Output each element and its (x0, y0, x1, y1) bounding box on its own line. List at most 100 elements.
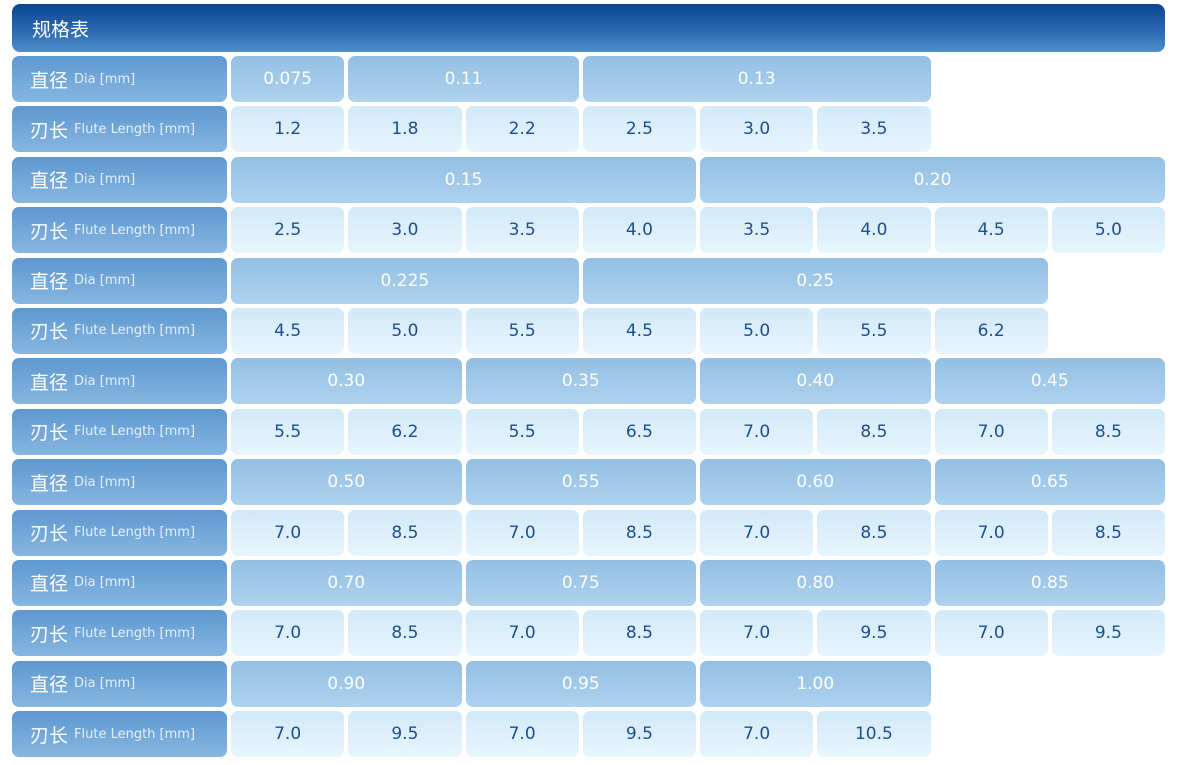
diameter-cell: 0.55 (465, 459, 696, 506)
flute-length-cell: 6.2 (934, 307, 1048, 354)
flute-length-cell: 7.0 (465, 711, 579, 758)
label-cn: 刃长 (30, 422, 69, 445)
label-en: Flute Length [mm] (74, 121, 196, 137)
flute-length-row-label: 刃长 Flute Length [mm] (12, 207, 227, 254)
diameter-cell: 0.13 (582, 56, 931, 102)
label-cn: 直径 (30, 170, 69, 193)
flute-length-cell: 7.0 (934, 509, 1048, 556)
flute-length-cell: 9.5 (582, 711, 696, 758)
diameter-row-label: 直径 Dia [mm] (12, 459, 227, 506)
flute-length-cell: 7.0 (231, 509, 345, 556)
flute-length-cell: 3.5 (465, 207, 579, 254)
flute-length-cell: 7.0 (231, 711, 345, 758)
diameter-row-label: 直径 Dia [mm] (12, 358, 227, 405)
flute-length-cell: 8.5 (582, 509, 696, 556)
label-cn: 刃长 (30, 523, 69, 546)
flute-length-cell: 2.5 (231, 207, 345, 254)
label-cn: 直径 (30, 674, 69, 697)
diameter-cell: 0.11 (348, 56, 579, 102)
diameter-cell: 0.075 (231, 56, 345, 102)
flute-length-cell: 1.8 (348, 106, 462, 153)
table-title-bar: 规格表 (12, 4, 1165, 52)
flute-length-cell: 7.0 (465, 509, 579, 556)
diameter-row-label: 直径 Dia [mm] (12, 257, 227, 304)
label-cn: 直径 (30, 271, 69, 294)
flute-length-cell: 9.5 (348, 711, 462, 758)
flute-length-cell: 2.5 (582, 106, 696, 153)
flute-length-cell: 8.5 (817, 509, 931, 556)
diameter-cell: 0.30 (231, 358, 462, 405)
label-cn: 刃长 (30, 119, 69, 142)
flute-length-cell: 8.5 (582, 610, 696, 657)
diameter-cell: 0.80 (700, 559, 931, 606)
flute-length-row-label: 刃长 Flute Length [mm] (12, 610, 227, 657)
flute-length-cell: 2.2 (465, 106, 579, 153)
flute-length-cell: 7.0 (231, 610, 345, 657)
flute-length-cell: 10.5 (817, 711, 931, 758)
flute-length-cell: 7.0 (934, 408, 1048, 455)
label-en: Dia [mm] (74, 71, 136, 87)
diameter-cell: 0.60 (700, 459, 931, 506)
flute-length-cell: 8.5 (817, 408, 931, 455)
diameter-cell: 0.90 (231, 660, 462, 707)
table-title: 规格表 (32, 18, 90, 41)
flute-length-row-label: 刃长 Flute Length [mm] (12, 408, 227, 455)
diameter-cell: 0.50 (231, 459, 462, 506)
label-en: Flute Length [mm] (74, 323, 196, 339)
diameter-cell: 0.25 (582, 257, 1048, 304)
label-en: Flute Length [mm] (74, 726, 196, 742)
diameter-cell: 0.75 (465, 559, 696, 606)
diameter-row-label: 直径 Dia [mm] (12, 156, 227, 203)
flute-length-cell: 7.0 (700, 509, 814, 556)
label-cn: 直径 (30, 472, 69, 495)
flute-length-cell: 6.5 (582, 408, 696, 455)
flute-length-cell: 9.5 (1051, 610, 1165, 657)
label-en: Flute Length [mm] (74, 525, 196, 541)
flute-length-cell: 3.0 (348, 207, 462, 254)
flute-length-cell: 7.0 (700, 408, 814, 455)
flute-length-cell: 5.5 (817, 307, 931, 354)
label-en: Dia [mm] (74, 172, 136, 188)
label-en: Dia [mm] (74, 373, 136, 389)
flute-length-cell: 5.5 (465, 408, 579, 455)
flute-length-cell: 7.0 (700, 610, 814, 657)
diameter-cell: 0.45 (934, 358, 1165, 405)
flute-length-cell: 7.0 (934, 610, 1048, 657)
flute-length-cell: 1.2 (231, 106, 345, 153)
diameter-cell: 0.70 (231, 559, 462, 606)
diameter-cell: 0.35 (465, 358, 696, 405)
flute-length-cell: 5.0 (700, 307, 814, 354)
diameter-cell: 0.15 (231, 156, 696, 203)
label-cn: 刃长 (30, 321, 69, 344)
flute-length-cell: 3.5 (700, 207, 814, 254)
flute-length-cell: 7.0 (465, 610, 579, 657)
diameter-cell: 0.225 (231, 257, 579, 304)
flute-length-cell: 8.5 (348, 509, 462, 556)
diameter-cell: 1.00 (700, 660, 931, 707)
flute-length-cell: 9.5 (817, 610, 931, 657)
flute-length-cell: 8.5 (348, 610, 462, 657)
label-en: Dia [mm] (74, 273, 136, 289)
flute-length-cell: 5.0 (1051, 207, 1165, 254)
flute-length-cell: 4.5 (934, 207, 1048, 254)
flute-length-row-label: 刃长 Flute Length [mm] (12, 711, 227, 758)
flute-length-cell: 7.0 (700, 711, 814, 758)
diameter-cell: 0.40 (700, 358, 931, 405)
flute-length-cell: 5.5 (465, 307, 579, 354)
label-en: Dia [mm] (74, 575, 136, 591)
flute-length-cell: 8.5 (1051, 408, 1165, 455)
flute-length-cell: 4.5 (582, 307, 696, 354)
label-cn: 直径 (30, 371, 69, 394)
label-cn: 直径 (30, 69, 69, 92)
label-cn: 刃长 (30, 220, 69, 243)
flute-length-cell: 4.5 (231, 307, 345, 354)
diameter-cell: 0.85 (934, 559, 1165, 606)
diameter-cell: 0.95 (465, 660, 696, 707)
diameter-row-label: 直径 Dia [mm] (12, 559, 227, 606)
flute-length-cell: 3.5 (817, 106, 931, 153)
diameter-row-label: 直径 Dia [mm] (12, 56, 227, 102)
flute-length-cell: 4.0 (582, 207, 696, 254)
flute-length-cell: 6.2 (348, 408, 462, 455)
label-cn: 刃长 (30, 623, 69, 646)
flute-length-row-label: 刃长 Flute Length [mm] (12, 106, 227, 153)
